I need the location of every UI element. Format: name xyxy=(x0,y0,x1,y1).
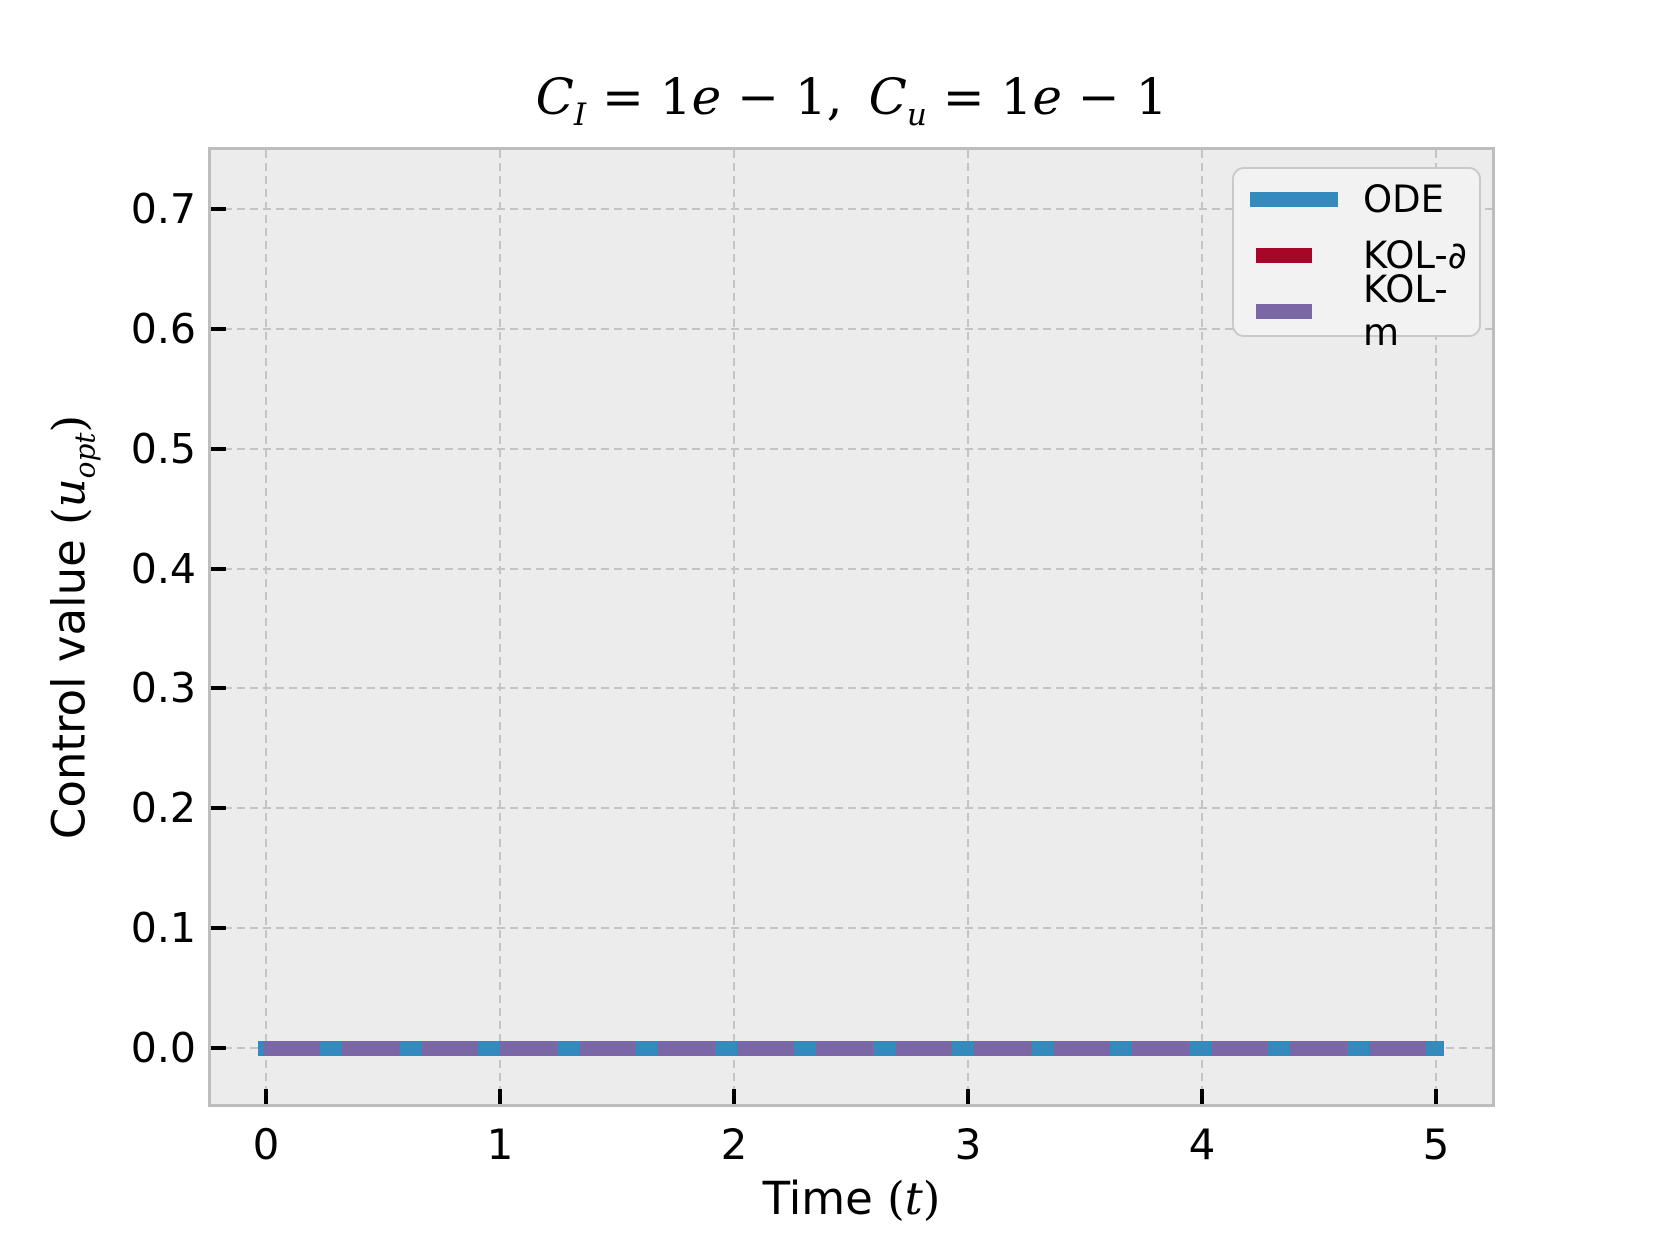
y-tick-0.1 xyxy=(211,926,226,930)
y-tick-0.2 xyxy=(211,806,226,810)
title-tail1: − 1, xyxy=(721,68,843,126)
y-axis-label: Control value (uopt) xyxy=(43,415,102,839)
x-tick-label-0: 0 xyxy=(252,1120,280,1169)
title-eq2: = 1 xyxy=(926,68,1033,126)
kol-partial-dash-swatch-icon xyxy=(1256,247,1312,263)
title-sub-u: u xyxy=(906,97,927,133)
x-label-var: t xyxy=(904,1172,923,1225)
legend-handle-kol-m xyxy=(1250,303,1338,319)
y-tick-0.6 xyxy=(211,327,226,331)
x-tick-label-5: 5 xyxy=(1422,1120,1450,1169)
title-tail2: − 1 xyxy=(1061,68,1168,126)
y-tick-label-0.7: 0.7 xyxy=(130,185,196,233)
h-gridline-0.6 xyxy=(211,328,1492,330)
y-tick-label-0.2: 0.2 xyxy=(130,784,196,832)
x-label-open-paren: ( xyxy=(887,1172,905,1225)
legend-label-kol-partial: KOL-∂ xyxy=(1363,233,1467,277)
v-gridline-0 xyxy=(265,150,267,1104)
x-label-text: Time xyxy=(762,1172,888,1225)
legend-label-ode: ODE xyxy=(1363,177,1444,221)
line-kol-m xyxy=(258,1041,1444,1056)
v-gridline-1 xyxy=(499,150,501,1104)
v-gridline-3 xyxy=(967,150,969,1104)
x-tick-label-2: 2 xyxy=(720,1120,748,1169)
legend-item-ode: ODE xyxy=(1250,171,1479,227)
title-e1: e xyxy=(691,68,722,126)
y-label-close-paren: ) xyxy=(42,414,96,433)
legend-item-kol-m: KOL-m xyxy=(1250,268,1479,354)
y-label-var: u xyxy=(42,478,96,508)
x-tick-4 xyxy=(1200,1089,1204,1104)
title-eq1: = 1 xyxy=(586,68,692,126)
x-axis-label: Time (t) xyxy=(208,1172,1495,1225)
v-gridline-5 xyxy=(1435,150,1437,1104)
h-gridline-0.1 xyxy=(211,927,1492,929)
y-tick-label-0.3: 0.3 xyxy=(130,664,196,712)
y-tick-label-0.1: 0.1 xyxy=(130,904,196,952)
h-gridline-0.2 xyxy=(211,807,1492,809)
y-label-text: Control value xyxy=(42,524,96,840)
x-tick-2 xyxy=(732,1089,736,1104)
h-gridline-0.4 xyxy=(211,568,1492,570)
x-tick-label-4: 4 xyxy=(1188,1120,1216,1169)
v-gridline-2 xyxy=(733,150,735,1104)
legend-item-kol-partial: KOL-∂ xyxy=(1250,227,1479,283)
y-tick-label-0.0: 0.0 xyxy=(130,1024,196,1072)
data-line-group xyxy=(258,1041,1444,1056)
y-tick-0.7 xyxy=(211,207,226,211)
x-tick-label-3: 3 xyxy=(954,1120,982,1169)
kol-m-dash-swatch-icon xyxy=(1256,303,1312,319)
y-label-open-paren: ( xyxy=(42,507,96,525)
x-tick-0 xyxy=(264,1089,268,1104)
y-tick-0.3 xyxy=(211,686,226,690)
v-gridline-4 xyxy=(1201,150,1203,1104)
h-gridline-0.5 xyxy=(211,448,1492,450)
title-e2: e xyxy=(1032,68,1062,126)
y-tick-0.5 xyxy=(211,447,226,451)
legend-handle-kol-partial xyxy=(1250,247,1338,263)
x-tick-5 xyxy=(1434,1089,1438,1104)
x-tick-3 xyxy=(966,1089,970,1104)
title-var-ci: C xyxy=(535,68,574,126)
legend-label-kol-m: KOL-m xyxy=(1363,268,1448,354)
legend: ODE KOL-∂ KOL-m xyxy=(1232,167,1481,354)
x-tick-label-1: 1 xyxy=(486,1120,514,1169)
y-tick-0.4 xyxy=(211,567,226,571)
h-gridline-0.3 xyxy=(211,687,1492,689)
y-tick-0.0 xyxy=(211,1046,226,1050)
ode-line-swatch-icon xyxy=(1250,191,1338,207)
x-label-close-paren: ) xyxy=(922,1172,941,1225)
y-label-sub: opt xyxy=(68,432,102,479)
y-tick-label-0.6: 0.6 xyxy=(130,305,196,353)
h-gridline-0.7 xyxy=(211,208,1492,210)
legend-handle-ode xyxy=(1250,191,1338,207)
title-sub-i: I xyxy=(573,97,587,133)
y-tick-label-0.5: 0.5 xyxy=(130,425,196,473)
y-tick-label-0.4: 0.4 xyxy=(130,545,196,593)
x-tick-1 xyxy=(498,1089,502,1104)
chart-title: CI = 1e − 1, Cu = 1e − 1 xyxy=(208,68,1495,133)
title-var-cu: C xyxy=(868,68,907,126)
